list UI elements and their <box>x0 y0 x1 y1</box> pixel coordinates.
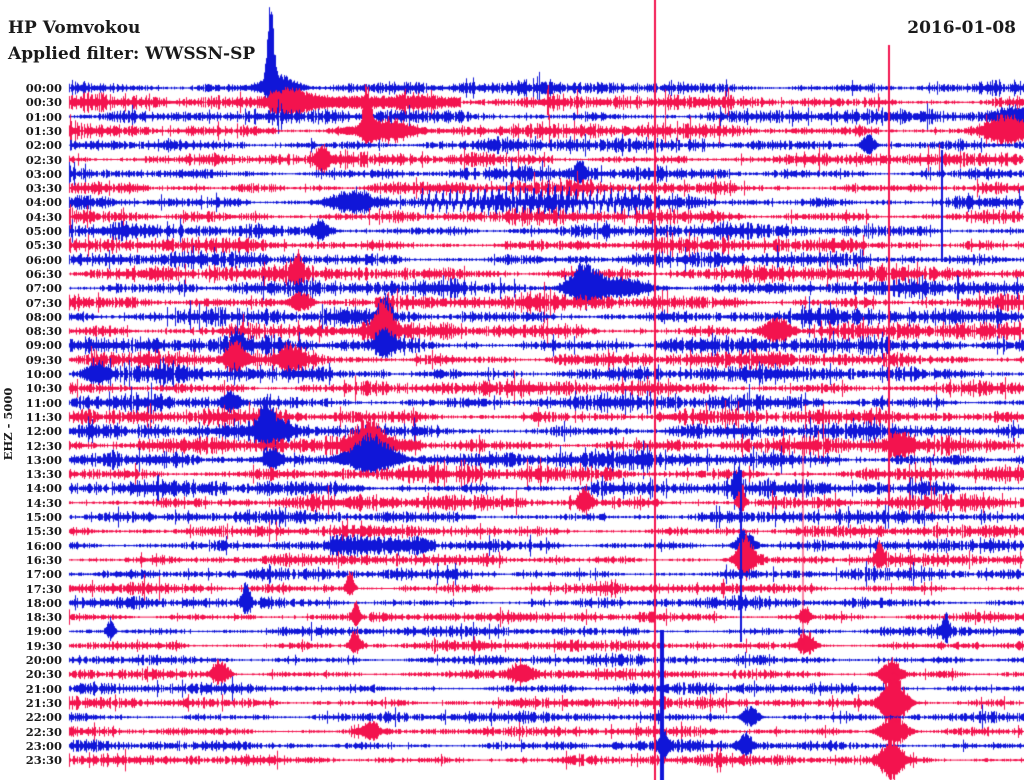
date-label: 2016-01-08 <box>907 18 1016 38</box>
time-label: 17:00 <box>25 567 62 582</box>
time-label: 10:30 <box>25 381 62 396</box>
time-label: 14:00 <box>25 481 62 496</box>
time-label: 21:30 <box>25 695 62 710</box>
time-label: 23:00 <box>25 738 62 753</box>
time-label: 06:00 <box>25 252 62 267</box>
time-label: 12:00 <box>25 424 62 439</box>
time-label: 01:30 <box>25 123 62 138</box>
time-label: 12:30 <box>25 438 62 453</box>
time-label: 08:30 <box>25 324 62 339</box>
time-label: 11:30 <box>25 409 62 424</box>
time-label: 03:30 <box>25 181 62 196</box>
time-label: 10:00 <box>25 367 62 381</box>
time-label: 02:00 <box>25 138 62 153</box>
time-label: 09:30 <box>25 352 62 367</box>
time-label: 00:30 <box>25 95 62 110</box>
time-label: 22:30 <box>25 724 62 739</box>
time-label: 00:00 <box>25 81 62 95</box>
time-label: 13:00 <box>25 452 62 467</box>
time-label: 07:00 <box>25 281 62 296</box>
time-label: 18:30 <box>25 610 62 625</box>
time-label: 23:30 <box>25 753 62 768</box>
time-label: 15:00 <box>25 510 62 524</box>
time-label: 04:00 <box>25 195 62 210</box>
time-label: 19:00 <box>25 624 62 639</box>
time-label: 20:00 <box>25 653 62 667</box>
time-label: 15:30 <box>25 524 62 539</box>
time-label: 16:30 <box>25 552 62 567</box>
time-label: 11:00 <box>25 395 62 410</box>
time-label: 18:00 <box>25 595 62 610</box>
time-axis: 00:00 00:30 01:00 01:30 02:00 02:30 03:00 03:30… <box>0 0 63 780</box>
time-label: 09:00 <box>25 338 62 353</box>
time-label: 14:30 <box>25 495 62 510</box>
time-label: 16:00 <box>25 538 62 553</box>
time-label: 22:00 <box>25 710 62 725</box>
time-label: 01:00 <box>25 109 62 124</box>
time-label: 17:30 <box>25 581 62 596</box>
time-label: 05:30 <box>25 238 62 253</box>
time-label: 03:00 <box>25 166 62 181</box>
time-label: 08:00 <box>25 309 62 324</box>
time-label: 04:30 <box>25 209 62 224</box>
time-label: 07:30 <box>25 295 62 310</box>
time-label: 19:30 <box>25 638 62 653</box>
time-label: 02:30 <box>25 152 62 167</box>
time-label: 20:30 <box>25 667 62 682</box>
station-title: HP Vomvokou <box>8 18 141 38</box>
time-label: 05:00 <box>25 224 62 238</box>
time-label: 13:30 <box>25 467 62 482</box>
time-label: 21:00 <box>25 681 62 696</box>
applied-filter-label: Applied filter: WWSSN-SP <box>8 44 256 64</box>
time-label: 06:30 <box>25 266 62 281</box>
